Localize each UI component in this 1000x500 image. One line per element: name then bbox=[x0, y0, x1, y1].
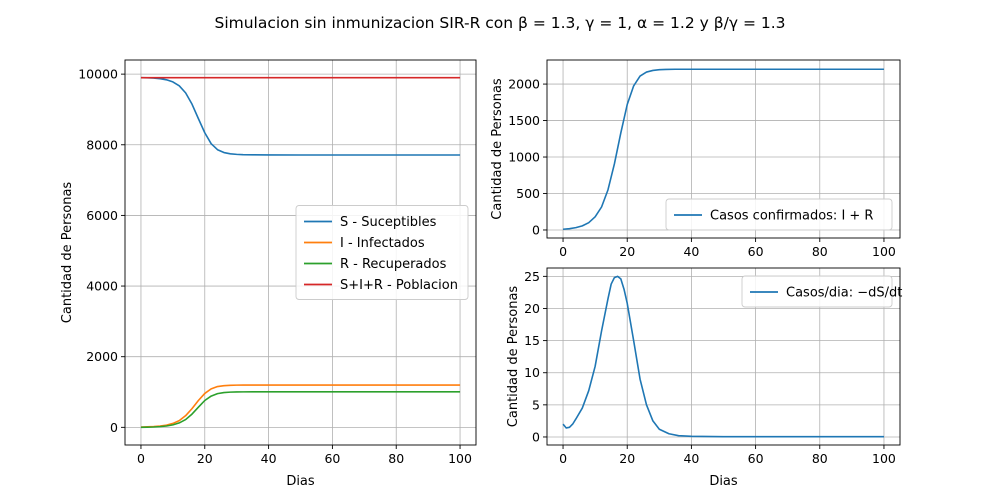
y-tick-label: 5 bbox=[532, 397, 540, 412]
series-line-3 bbox=[140, 391, 461, 429]
x-tick-label: 40 bbox=[261, 451, 277, 466]
y-tick-label: 25 bbox=[524, 269, 540, 284]
legend: S - Suceptibles I - Infectados R - Recuper… bbox=[295, 205, 469, 300]
legend-box bbox=[665, 198, 893, 231]
x-tick-label: 20 bbox=[619, 451, 635, 466]
legend-box bbox=[741, 275, 893, 308]
series-line-1 bbox=[562, 275, 884, 438]
series-line-1 bbox=[140, 76, 461, 156]
y-tick-label: 0 bbox=[110, 420, 118, 435]
y-axis-label: Cantidad de Personas bbox=[490, 78, 505, 220]
series-line-2 bbox=[140, 384, 461, 428]
x-axis-label: Dias bbox=[709, 474, 738, 489]
y-tick-label: 8000 bbox=[86, 137, 118, 152]
legend-entry: Casos/dia: −dS/dt bbox=[786, 286, 902, 301]
legend-entry: S - Suceptibles bbox=[340, 215, 437, 230]
x-axis-label: Dias bbox=[286, 474, 315, 489]
x-tick-label: 60 bbox=[748, 451, 764, 466]
x-tick-label: 0 bbox=[559, 244, 567, 259]
y-tick-label: 2000 bbox=[86, 349, 118, 364]
legend-entry: Casos confirmados: I + R bbox=[710, 209, 873, 224]
plot-frame bbox=[546, 267, 901, 446]
legend: Casos confirmados: I + R bbox=[665, 198, 893, 231]
y-tick-label: 500 bbox=[516, 186, 540, 201]
legend-entry: R - Recuperados bbox=[340, 257, 447, 272]
x-tick-label: 100 bbox=[872, 451, 896, 466]
x-tick-label: 60 bbox=[748, 244, 764, 259]
legend: Casos/dia: −dS/dt bbox=[741, 275, 902, 308]
x-tick-label: 80 bbox=[388, 451, 404, 466]
x-tick-label: 80 bbox=[812, 244, 828, 259]
x-tick-label: 100 bbox=[448, 451, 472, 466]
x-tick-label: 40 bbox=[683, 451, 699, 466]
x-tick-label: 20 bbox=[197, 451, 213, 466]
y-tick-label: 0 bbox=[532, 222, 540, 237]
y-tick-label: 1000 bbox=[508, 150, 540, 165]
plot-frame bbox=[124, 59, 477, 446]
chart-1: 0 20 40 60 80 100 0 2000 4000 6000 8000 10000 Dias Ca… bbox=[60, 59, 477, 489]
y-tick-label: 2000 bbox=[508, 77, 540, 92]
figure-title: Simulacion sin inmunizacion SIR-R con β … bbox=[214, 14, 785, 32]
y-tick-label: 0 bbox=[532, 429, 540, 444]
y-tick-label: 10000 bbox=[78, 67, 118, 82]
x-tick-label: 20 bbox=[619, 244, 635, 259]
y-tick-label: 20 bbox=[524, 301, 540, 316]
x-tick-label: 0 bbox=[137, 451, 145, 466]
y-tick-label: 10 bbox=[524, 365, 540, 380]
y-axis-label: Cantidad de Personas bbox=[60, 182, 75, 324]
x-tick-label: 60 bbox=[324, 451, 340, 466]
x-tick-label: 100 bbox=[872, 244, 896, 259]
plot-frame bbox=[546, 59, 901, 239]
x-tick-label: 0 bbox=[559, 451, 567, 466]
legend-entry: I - Infectados bbox=[340, 236, 425, 251]
legend-entry: S+I+R - Poblacion bbox=[340, 278, 458, 293]
legend-box bbox=[295, 205, 469, 300]
y-tick-label: 4000 bbox=[86, 279, 118, 294]
series-line-1 bbox=[562, 68, 884, 231]
y-tick-label: 1500 bbox=[508, 113, 540, 128]
y-axis-label: Cantidad de Personas bbox=[506, 286, 521, 428]
x-tick-label: 40 bbox=[683, 244, 699, 259]
y-tick-label: 6000 bbox=[86, 208, 118, 223]
x-tick-label: 80 bbox=[812, 451, 828, 466]
y-tick-label: 15 bbox=[524, 333, 540, 348]
chart-3: 0 20 40 60 80 100 0 5 10 15 20 25 Dias Cantidad de Pe… bbox=[506, 267, 902, 489]
